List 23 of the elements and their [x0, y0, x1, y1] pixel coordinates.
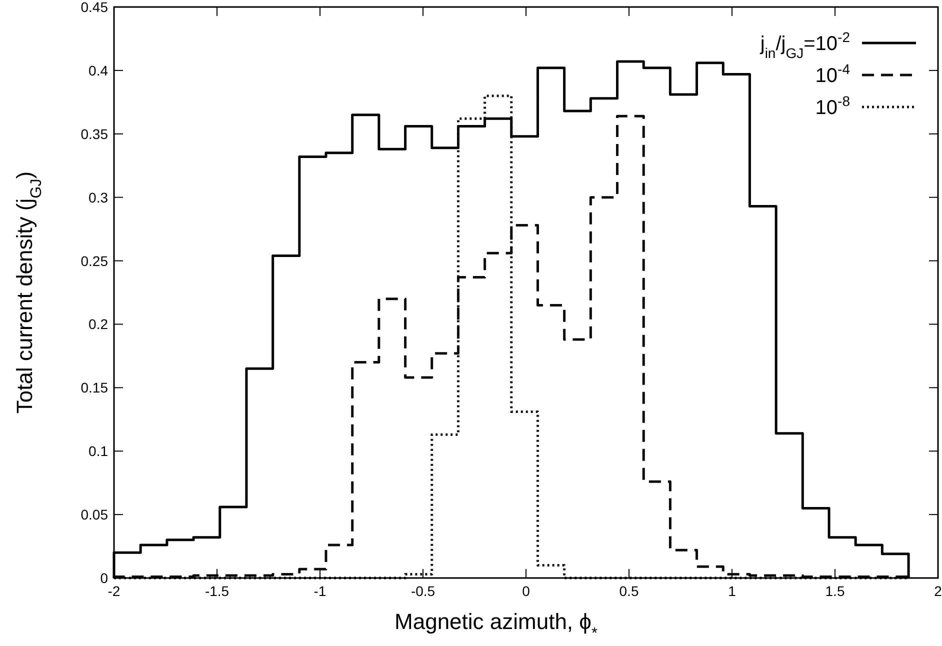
- y-tick-label: 0.3: [88, 189, 108, 206]
- y-tick-label: 0: [100, 570, 108, 586]
- x-tick-label: -1: [314, 583, 326, 599]
- y-tick-label: 0.35: [80, 126, 108, 142]
- x-tick-label: -1.5: [204, 583, 230, 599]
- x-tick-label: 0: [522, 583, 530, 599]
- x-axis-title: Magnetic azimuth, ϕ$_{*}$: [394, 609, 598, 642]
- y-tick-label: 0.25: [80, 252, 108, 269]
- x-tick-label: 1: [728, 583, 736, 599]
- x-tick-label: 2: [934, 583, 942, 599]
- y-tick-label: 0.2: [88, 316, 108, 332]
- legend-label: j$_{in}$/j$_{GJ}$=10$^{-2}$: [759, 29, 850, 61]
- x-tick-label: -2: [108, 583, 120, 599]
- x-tick-label: -0.5: [410, 583, 436, 599]
- legend-label: 10$^{-4}$: [815, 61, 850, 87]
- y-tick-label: 0.45: [80, 0, 108, 15]
- x-tick-label: 1.5: [825, 583, 845, 599]
- x-tick-label: 0.5: [619, 583, 639, 599]
- y-tick-label: 0.1: [88, 443, 108, 460]
- y-tick-label: 0.05: [80, 506, 108, 523]
- y-tick-label: 0.4: [88, 62, 108, 78]
- y-tick-label: 0.15: [80, 380, 108, 396]
- legend-label: 10$^{-8}$: [815, 93, 850, 119]
